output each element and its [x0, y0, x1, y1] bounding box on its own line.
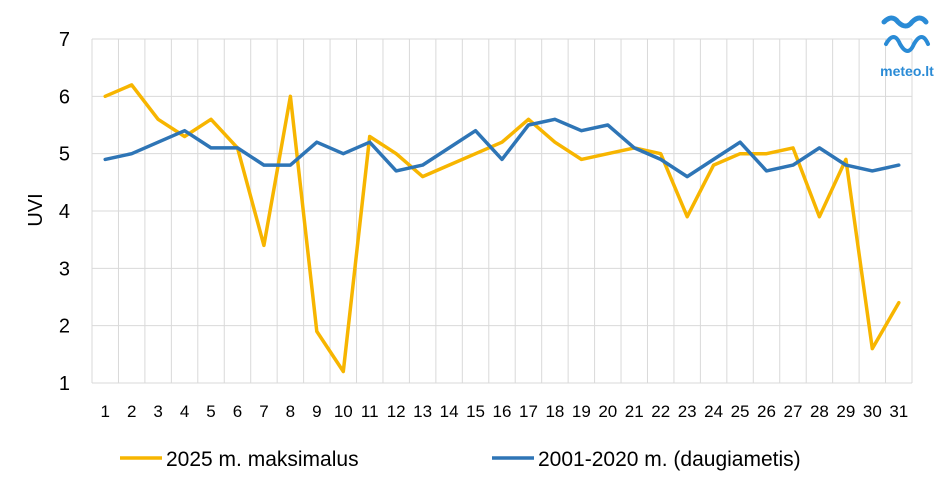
series-lines: [103, 83, 901, 374]
x-tick-label: 30: [863, 402, 882, 421]
y-tick-label: 3: [59, 258, 70, 280]
x-tick-label: 6: [233, 402, 242, 421]
y-tick-label: 5: [59, 144, 70, 166]
x-tick-label: 10: [334, 402, 353, 421]
x-tick-label: 13: [413, 402, 432, 421]
x-tick-label: 15: [466, 402, 485, 421]
legend: 2025 m. maksimalus 2001-2020 m. (daugiame…: [120, 448, 801, 471]
x-tick-label: 11: [361, 402, 379, 421]
x-tick-label: 16: [493, 402, 512, 421]
y-tick-label: 2: [59, 316, 70, 338]
series-line-2: [103, 117, 901, 179]
y-tick-label: 1: [59, 373, 70, 395]
legend-label: 2001-2020 m. (daugiametis): [538, 448, 801, 471]
meteo-waves-icon: [881, 15, 930, 53]
x-tick-label: 12: [387, 402, 406, 421]
x-tick-label: 20: [598, 402, 617, 421]
x-tick-label: 24: [704, 402, 723, 421]
y-tick-label: 6: [59, 86, 70, 108]
x-tick-label: 28: [810, 402, 829, 421]
x-axis-ticks: 1 2 3 4 5 6 7 8 9 10 11 12 13 14 15 16 17 18 19 20 21 22 23 24 2…: [100, 402, 908, 421]
y-axis-ticks: 1 2 3 4 5 6 7: [59, 29, 70, 395]
meteo-logo: meteo.lt: [880, 15, 934, 79]
x-tick-label: 21: [625, 402, 644, 421]
x-tick-label: 31: [889, 402, 908, 421]
x-tick-label: 3: [153, 402, 162, 421]
x-tick-label: 29: [836, 402, 855, 421]
x-tick-label: 22: [651, 402, 670, 421]
x-tick-label: 23: [678, 402, 697, 421]
x-tick-label: 14: [440, 402, 459, 421]
x-tick-label: 2: [127, 402, 136, 421]
x-tick-label: 25: [731, 402, 750, 421]
y-tick-label: 7: [59, 29, 70, 51]
x-tick-label: 4: [180, 402, 189, 421]
y-tick-label: 4: [59, 201, 70, 223]
x-tick-label: 18: [545, 402, 564, 421]
x-tick-label: 7: [259, 402, 268, 421]
logo-text: meteo.lt: [880, 63, 934, 79]
legend-label: 2025 m. maksimalus: [166, 448, 359, 471]
x-tick-label: 5: [206, 402, 215, 421]
x-tick-label: 17: [519, 402, 538, 421]
x-tick-label: 19: [572, 402, 591, 421]
grid: [91, 38, 913, 384]
x-tick-label: 26: [757, 402, 776, 421]
x-tick-label: 1: [100, 402, 109, 421]
y-axis-label: UVI: [25, 193, 47, 226]
x-tick-label: 27: [784, 402, 803, 421]
x-tick-label: 8: [286, 402, 295, 421]
x-tick-label: 9: [312, 402, 321, 421]
